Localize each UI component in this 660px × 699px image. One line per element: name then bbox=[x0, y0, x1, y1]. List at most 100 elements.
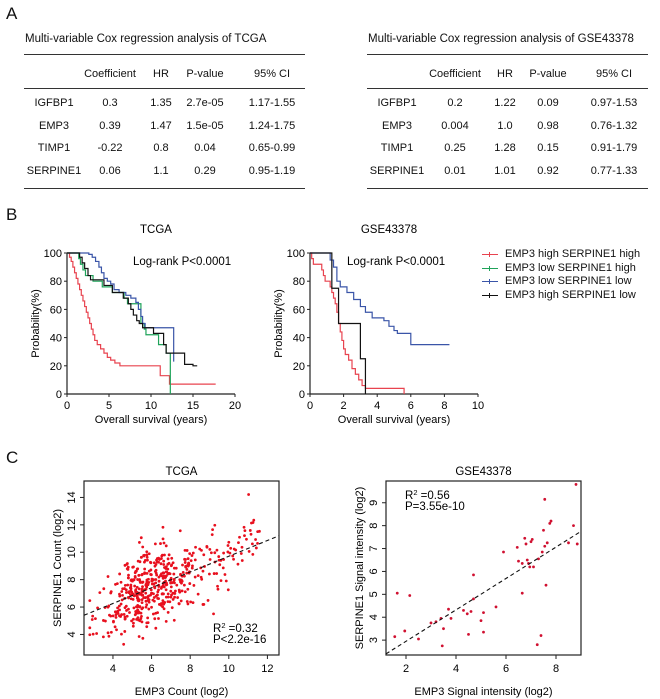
data-point bbox=[190, 554, 194, 557]
data-point bbox=[180, 581, 183, 585]
data-point bbox=[106, 575, 110, 578]
data-point bbox=[221, 566, 225, 570]
data-point bbox=[138, 619, 142, 623]
data-point bbox=[115, 582, 119, 586]
table-cell: 0.92 bbox=[537, 164, 559, 177]
data-point bbox=[95, 632, 99, 635]
data-point bbox=[118, 614, 121, 618]
x-tick-label: 6 bbox=[408, 400, 414, 412]
table-bottom-rule bbox=[24, 188, 305, 189]
data-point bbox=[131, 624, 135, 628]
table-cell: 0.2 bbox=[447, 97, 463, 109]
data-point bbox=[145, 625, 149, 629]
x-tick-label: 4 bbox=[453, 663, 459, 675]
data-point bbox=[157, 560, 160, 564]
data-point bbox=[153, 586, 157, 590]
data-point bbox=[137, 587, 141, 591]
data-point bbox=[167, 553, 171, 557]
data-point bbox=[162, 559, 166, 563]
chart-title: GSE43378 bbox=[455, 466, 511, 478]
data-point bbox=[545, 541, 549, 545]
data-point bbox=[169, 595, 173, 599]
table-cell: 1.0 bbox=[497, 119, 513, 132]
data-point bbox=[140, 614, 143, 618]
data-point bbox=[151, 612, 155, 616]
data-point bbox=[191, 551, 195, 555]
table-cell: 0.15 bbox=[537, 142, 559, 154]
data-point bbox=[152, 561, 156, 565]
y-tick-label: 10 bbox=[66, 546, 78, 558]
table-bottom-rule bbox=[367, 188, 648, 189]
data-point bbox=[174, 589, 177, 593]
table-cell: -0.22 bbox=[97, 142, 123, 154]
x-tick-label: 0 bbox=[64, 400, 70, 412]
data-point bbox=[215, 572, 219, 575]
x-axis-label: EMP3 Count (log2) bbox=[135, 686, 229, 698]
table-cell: 0.98 bbox=[537, 119, 559, 132]
data-point bbox=[122, 612, 126, 616]
data-point bbox=[170, 563, 174, 567]
data-point bbox=[154, 578, 158, 581]
row-label: EMP3 bbox=[39, 119, 69, 132]
data-point bbox=[168, 572, 172, 576]
column-header: 95% CI bbox=[253, 68, 291, 80]
data-point bbox=[172, 572, 176, 576]
data-point bbox=[129, 593, 132, 597]
data-point bbox=[124, 588, 128, 592]
data-point bbox=[185, 549, 189, 552]
data-point bbox=[145, 550, 149, 554]
data-point bbox=[472, 597, 475, 601]
data-point bbox=[141, 636, 145, 640]
km-curve-3 bbox=[310, 252, 367, 394]
table-cell: 1.35 bbox=[150, 97, 172, 109]
table-cell: 0.76-1.32 bbox=[590, 119, 638, 132]
data-point bbox=[98, 591, 102, 595]
data-point bbox=[537, 557, 540, 561]
data-point bbox=[114, 615, 118, 619]
data-point bbox=[216, 587, 220, 591]
data-point bbox=[164, 588, 168, 592]
data-point bbox=[218, 563, 222, 567]
data-point bbox=[185, 571, 189, 575]
data-point bbox=[215, 548, 219, 552]
table-cell: 0.25 bbox=[444, 142, 466, 154]
data-point bbox=[114, 613, 118, 617]
data-point bbox=[161, 592, 164, 595]
table-cell: 1.47 bbox=[150, 119, 172, 132]
y-tick-label: 100 bbox=[287, 248, 305, 260]
data-point bbox=[126, 583, 130, 587]
data-point bbox=[154, 563, 158, 566]
r-sup: 2 bbox=[221, 621, 225, 630]
data-point bbox=[142, 596, 146, 599]
data-point bbox=[141, 545, 145, 549]
x-axis-label: EMP3 Signal intensity (log2) bbox=[414, 686, 552, 698]
data-point bbox=[178, 529, 182, 533]
y-tick-label: 4 bbox=[368, 614, 380, 620]
p-value-annotation: P<2.2e-16 bbox=[213, 634, 266, 646]
data-point bbox=[145, 555, 149, 559]
data-point bbox=[145, 603, 149, 607]
data-point bbox=[139, 536, 143, 540]
data-point bbox=[123, 615, 127, 619]
data-point bbox=[137, 635, 141, 638]
data-point bbox=[144, 591, 148, 595]
data-point bbox=[162, 607, 166, 611]
y-tick-label: 14 bbox=[66, 491, 78, 503]
data-point bbox=[118, 592, 121, 596]
data-point bbox=[133, 584, 137, 588]
data-point bbox=[408, 594, 412, 597]
y-axis-label: Probability(%) bbox=[273, 289, 285, 357]
legend-swatch bbox=[482, 265, 498, 271]
column-header: P-value bbox=[186, 68, 224, 80]
data-point bbox=[160, 553, 164, 557]
table-cell: 1.24-1.75 bbox=[248, 119, 296, 132]
y-tick-label: 0 bbox=[56, 389, 62, 401]
table-cell: 1.01 bbox=[494, 164, 516, 177]
data-point bbox=[192, 584, 196, 587]
data-point bbox=[202, 602, 206, 606]
data-point bbox=[208, 548, 212, 551]
data-point bbox=[149, 561, 153, 565]
data-point bbox=[179, 599, 183, 603]
data-point bbox=[226, 544, 230, 547]
column-header: Coefficient bbox=[84, 68, 136, 80]
